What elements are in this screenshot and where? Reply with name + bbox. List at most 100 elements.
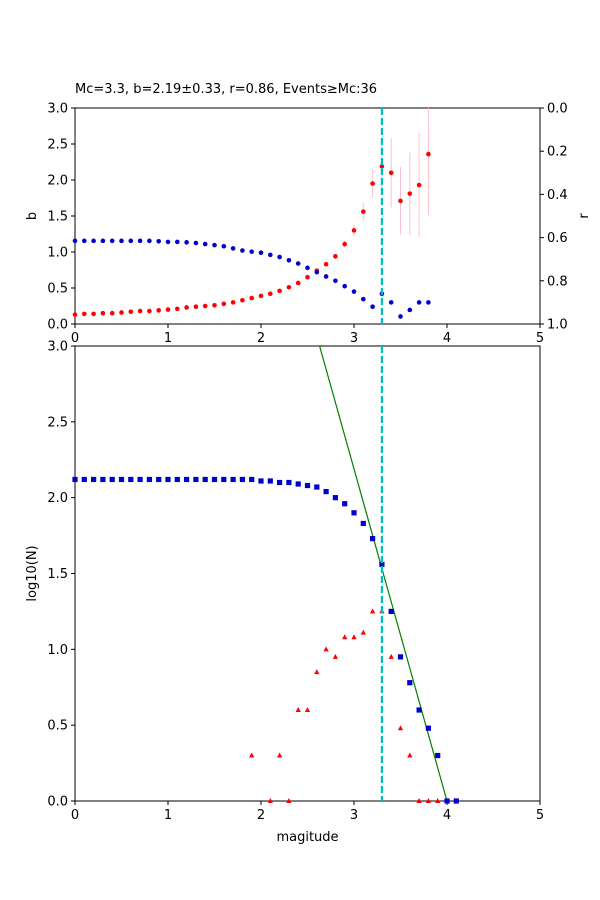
cumulative-point [249,476,255,483]
cumulative-point [91,476,97,483]
r-value-point [212,242,217,248]
b-value-point [426,151,431,157]
cumulative-point [304,482,311,489]
r-value-point [407,307,413,313]
b-value-point [361,209,366,214]
r-tick-label: 0.0 [547,102,568,117]
r-value-point [295,261,301,266]
b-value-point [333,254,338,259]
b-value-point [398,198,403,204]
b-value-point [230,300,236,305]
b-value-point [268,291,273,297]
cumulative-point [156,476,162,483]
cumulative-point [277,479,283,486]
b-value-point [295,280,301,286]
cumulative-point [453,798,459,804]
cumulative-point [314,484,320,490]
y-tick-label: 3.0 [47,340,68,355]
x-tick-label: 0 [71,331,79,346]
r-value-point [175,239,180,245]
b-value-point [202,303,208,309]
noncumulative-point [267,798,273,803]
r-value-point [388,300,394,305]
r-value-point [268,252,273,258]
r-value-point [258,250,264,256]
r-value-point [240,248,245,253]
cumulative-point [407,680,413,686]
r-value-point [91,238,96,244]
b-value-point [193,304,199,310]
cumulative-point [230,476,236,483]
b-value-point [379,164,385,169]
cumulative-point [146,476,152,483]
y-tick-label: 2.0 [47,174,68,189]
b-value-point [305,274,310,280]
noncumulative-point [323,646,329,652]
b-value-point [323,261,329,267]
b-value-point [156,308,161,313]
cumulative-point [360,520,366,527]
cumulative-point [118,476,125,483]
y-tick-label: 1.5 [47,210,68,225]
r-tick-label: 0.8 [547,274,568,289]
cumulative-point [425,725,431,731]
b-value-point [370,181,375,186]
r-value-point [119,238,124,244]
noncumulative-point [249,752,255,758]
cumulative-point [165,476,171,483]
cumulative-point [286,479,292,486]
noncumulative-point [277,752,283,758]
noncumulative-point [370,608,376,614]
b-value-point [100,310,106,316]
noncumulative-point [332,653,338,659]
b-value-point [82,311,87,317]
y-tick-label: 1.5 [47,567,68,582]
r-value-point [305,265,310,271]
x-tick-label: 2 [257,331,265,346]
b-value-point [416,182,422,188]
r-value-point [230,246,236,251]
r-value-point [100,238,106,244]
r-value-point [286,257,292,263]
r-tick-label: 0.6 [547,231,568,246]
b-value-point [249,295,254,301]
y-tick-label: 1.0 [47,246,68,261]
b-value-point [147,308,152,314]
b-value-point [277,288,282,294]
r-value-point [156,238,161,244]
r-tick-label: 0.4 [547,188,568,203]
y-tick-label: 0.5 [47,282,68,297]
cumulative-point [202,476,208,483]
noncumulative-point [397,725,404,731]
x-tick-label: 3 [350,331,358,346]
r-value-point [370,304,375,310]
r-value-point [147,238,152,244]
r-tick-label: 1.0 [547,318,568,333]
cumulative-point [267,478,273,484]
x-tick-label: 5 [536,808,544,823]
y-tick-label: 2.5 [47,415,68,430]
cumulative-point [211,476,218,483]
r-value-point [202,241,208,247]
x-tick-label: 1 [164,808,172,823]
y-tick-label: 2.0 [47,491,68,506]
b-value-point [72,312,78,317]
x-tick-label: 0 [71,808,79,823]
noncumulative-point [425,798,431,803]
cumulative-point [388,608,394,615]
cumulative-point [184,476,190,483]
r-value-point [165,239,171,245]
x-tick-label: 4 [443,331,451,346]
b-value-point [109,310,115,316]
noncumulative-point [416,798,422,803]
cumulative-point [100,476,106,483]
x-tick-label: 2 [257,808,265,823]
r-value-point [128,238,134,244]
b-value-point [286,284,292,290]
cumulative-point [397,654,404,660]
cumulative-point [137,476,143,483]
cumulative-point [379,561,385,567]
r-tick-label: 0.2 [547,145,568,160]
cumulative-point [295,481,301,487]
